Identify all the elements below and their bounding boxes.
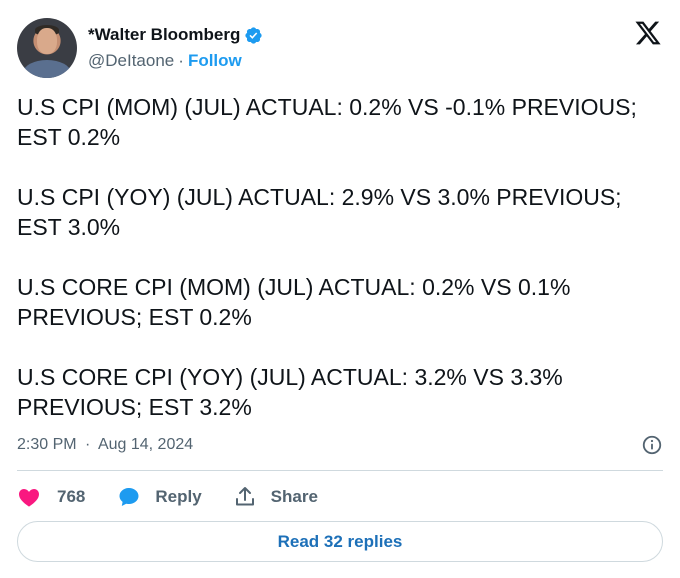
- action-bar: 768 Reply Share: [17, 483, 349, 511]
- info-icon[interactable]: [641, 434, 663, 456]
- divider: [17, 470, 663, 471]
- tweet-text: U.S CPI (MOM) (JUL) ACTUAL: 0.2% VS -0.1…: [17, 92, 663, 422]
- tweet-date: Aug 14, 2024: [97, 436, 194, 453]
- handle-row: @DeItaone · Follow: [88, 50, 263, 72]
- author-handle[interactable]: @DeItaone: [88, 51, 175, 70]
- share-upload-icon: [235, 487, 254, 506]
- tweet-paragraph: U.S CPI (MOM) (JUL) ACTUAL: 0.2% VS -0.1…: [17, 94, 637, 150]
- follow-button[interactable]: Follow: [187, 51, 242, 70]
- speech-bubble-icon: [119, 488, 139, 506]
- tweet-timestamp[interactable]: 2:30 PM · Aug 14, 2024: [17, 436, 193, 454]
- author-identity: *Walter Bloomberg @DeItaone · Follow: [88, 24, 263, 72]
- reply-button[interactable]: Reply: [117, 485, 202, 509]
- separator-dot: ·: [85, 436, 91, 453]
- heart-icon: [19, 489, 39, 507]
- share-label: Share: [270, 487, 318, 506]
- read-replies-button[interactable]: Read 32 replies: [17, 521, 663, 562]
- separator-dot: ·: [178, 51, 184, 70]
- tweet-paragraph: U.S CPI (YOY) (JUL) ACTUAL: 2.9% VS 3.0%…: [17, 184, 622, 240]
- x-logo-icon[interactable]: [633, 19, 663, 47]
- tweet-header: *Walter Bloomberg @DeItaone · Follow: [17, 17, 663, 79]
- avatar[interactable]: [17, 18, 77, 78]
- author-name-row: *Walter Bloomberg: [88, 24, 263, 46]
- tweet-time: 2:30 PM: [17, 436, 77, 453]
- tweet-paragraph: U.S CORE CPI (YOY) (JUL) ACTUAL: 3.2% VS…: [17, 364, 563, 420]
- like-button[interactable]: 768: [17, 485, 85, 509]
- author-name[interactable]: *Walter Bloomberg: [88, 25, 241, 44]
- share-button[interactable]: Share: [233, 485, 318, 509]
- reply-label: Reply: [155, 487, 202, 506]
- verified-badge-icon: [245, 26, 263, 44]
- tweet-meta-row: 2:30 PM · Aug 14, 2024: [17, 432, 663, 458]
- like-count: 768: [57, 487, 86, 506]
- tweet-paragraph: U.S CORE CPI (MOM) (JUL) ACTUAL: 0.2% VS…: [17, 274, 571, 330]
